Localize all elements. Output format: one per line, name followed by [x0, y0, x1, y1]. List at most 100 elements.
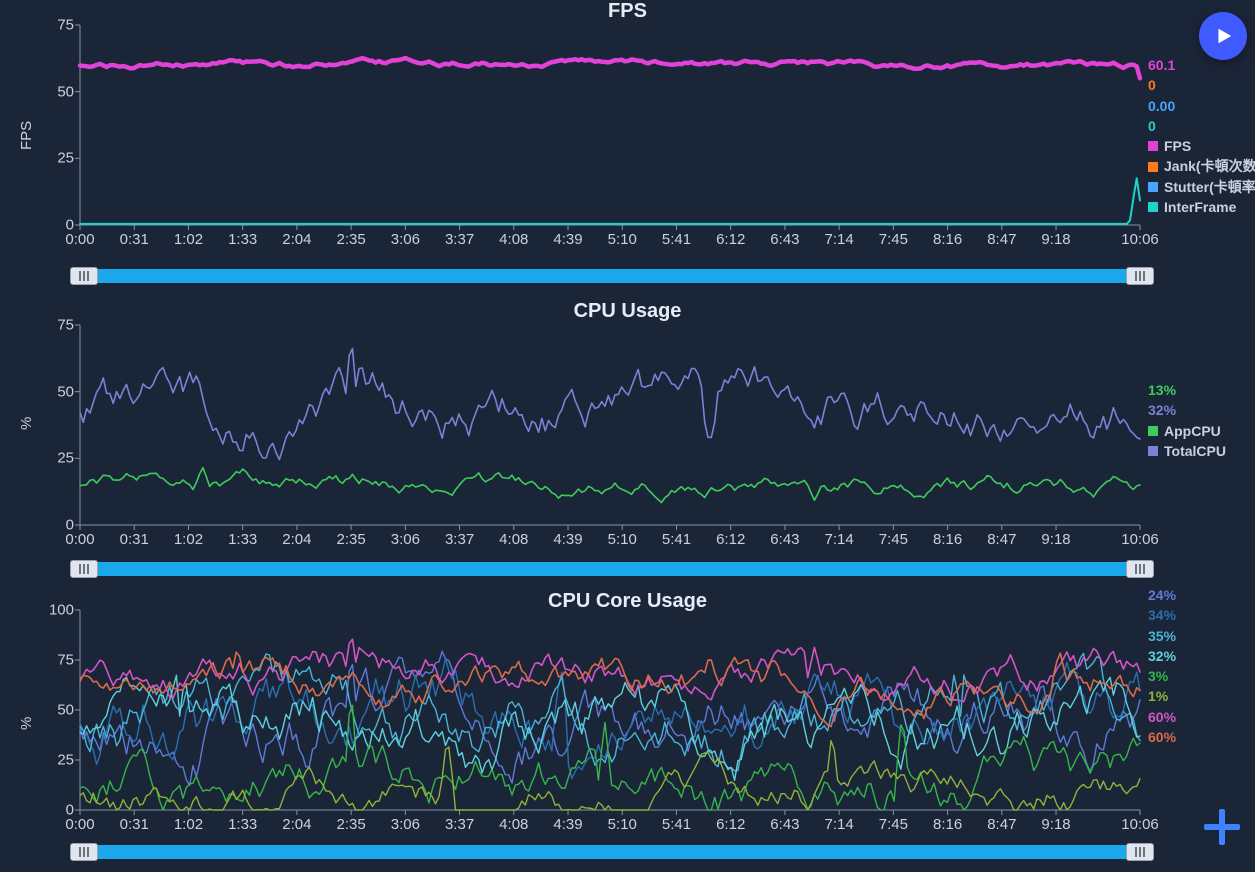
cores-plot-area: 24%34%35%32%3%1%60%60% 02550751000:000:3… — [80, 610, 1140, 810]
play-button[interactable] — [1199, 12, 1247, 60]
legend-value: 32% — [1148, 646, 1176, 666]
cpu-plot-area: 13%32%AppCPUTotalCPU 02550750:000:311:02… — [80, 325, 1140, 525]
x-tick-label: 7:14 — [825, 525, 854, 548]
x-tick-label: 3:06 — [391, 525, 420, 548]
legend-value: 32% — [1148, 400, 1226, 420]
x-tick-label: 9:18 — [1041, 525, 1070, 548]
slider-handle-left[interactable] — [70, 843, 98, 861]
cpu-range-slider[interactable] — [70, 560, 1154, 578]
x-tick-label: 7:45 — [879, 810, 908, 833]
x-tick-label: 5:10 — [608, 810, 637, 833]
legend-value: 60.1 — [1148, 55, 1255, 75]
x-tick-label: 0:31 — [120, 810, 149, 833]
x-tick-label: 0:00 — [65, 225, 94, 248]
slider-handle-left[interactable] — [70, 267, 98, 285]
add-button[interactable] — [1201, 806, 1243, 848]
legend-series: TotalCPU — [1148, 441, 1226, 461]
legend-value: 60% — [1148, 727, 1176, 747]
slider-handle-right[interactable] — [1126, 843, 1154, 861]
x-tick-label: 8:47 — [987, 225, 1016, 248]
x-tick-label: 0:00 — [65, 525, 94, 548]
x-tick-label: 1:02 — [174, 810, 203, 833]
x-tick-label: 6:12 — [716, 810, 745, 833]
cores-y-axis-label: % — [18, 717, 35, 730]
x-tick-label: 4:08 — [499, 525, 528, 548]
legend-value: 0 — [1148, 116, 1255, 136]
x-tick-label: 9:18 — [1041, 810, 1070, 833]
x-tick-label: 4:08 — [499, 225, 528, 248]
x-tick-label: 6:12 — [716, 225, 745, 248]
x-tick-label: 1:33 — [228, 525, 257, 548]
x-tick-label: 7:45 — [879, 525, 908, 548]
cpu-core-usage-chart: CPU Core Usage % 24%34%35%32%3%1%60%60% … — [0, 590, 1255, 865]
y-tick-label: 25 — [57, 450, 80, 467]
x-tick-label: 8:47 — [987, 810, 1016, 833]
y-tick-label: 50 — [57, 83, 80, 100]
x-tick-label: 4:39 — [553, 810, 582, 833]
x-tick-label: 3:37 — [445, 525, 474, 548]
x-tick-label: 6:43 — [770, 225, 799, 248]
legend-series: FPS — [1148, 136, 1255, 156]
x-tick-label: 0:00 — [65, 810, 94, 833]
cpu-legend: 13%32%AppCPUTotalCPU — [1140, 380, 1226, 461]
cpu-chart-title: CPU Usage — [0, 300, 1255, 323]
x-tick-label: 6:43 — [770, 810, 799, 833]
x-tick-label: 1:33 — [228, 225, 257, 248]
y-tick-label: 25 — [57, 752, 80, 769]
legend-series: AppCPU — [1148, 421, 1226, 441]
fps-legend: 60.100.000FPSJank(卡頓次数)Stutter(卡頓率)Inter… — [1140, 55, 1255, 217]
legend-value: 35% — [1148, 626, 1176, 646]
x-tick-label: 4:08 — [499, 810, 528, 833]
x-tick-label: 8:16 — [933, 810, 962, 833]
x-tick-label: 3:06 — [391, 810, 420, 833]
fps-chart-title: FPS — [0, 0, 1255, 23]
cpu-y-axis-label: % — [18, 417, 35, 430]
x-tick-label: 6:12 — [716, 525, 745, 548]
legend-value: 13% — [1148, 380, 1226, 400]
slider-handle-left[interactable] — [70, 560, 98, 578]
x-tick-label: 4:39 — [553, 525, 582, 548]
x-tick-label: 3:37 — [445, 225, 474, 248]
x-tick-label: 4:39 — [553, 225, 582, 248]
x-tick-label: 7:14 — [825, 225, 854, 248]
fps-chart: FPS FPS 60.100.000FPSJank(卡頓次数)Stutter(卡… — [0, 0, 1255, 289]
legend-value: 60% — [1148, 707, 1176, 727]
x-tick-label: 2:04 — [282, 225, 311, 248]
legend-value: 0 — [1148, 75, 1255, 95]
x-tick-label: 10:06 — [1121, 525, 1159, 548]
x-tick-label: 1:02 — [174, 525, 203, 548]
plus-icon — [1201, 806, 1243, 848]
x-tick-label: 5:10 — [608, 525, 637, 548]
y-tick-label: 25 — [57, 150, 80, 167]
slider-handle-right[interactable] — [1126, 560, 1154, 578]
x-tick-label: 8:16 — [933, 225, 962, 248]
slider-handle-right[interactable] — [1126, 267, 1154, 285]
x-tick-label: 5:41 — [662, 810, 691, 833]
x-tick-label: 8:16 — [933, 525, 962, 548]
legend-value: 1% — [1148, 686, 1176, 706]
x-tick-label: 5:10 — [608, 225, 637, 248]
x-tick-label: 0:31 — [120, 225, 149, 248]
cores-legend: 24%34%35%32%3%1%60%60% — [1140, 585, 1176, 747]
x-tick-label: 2:04 — [282, 810, 311, 833]
legend-value: 3% — [1148, 666, 1176, 686]
x-tick-label: 7:14 — [825, 810, 854, 833]
y-tick-label: 75 — [57, 652, 80, 669]
x-tick-label: 9:18 — [1041, 225, 1070, 248]
x-tick-label: 3:06 — [391, 225, 420, 248]
y-tick-label: 50 — [57, 702, 80, 719]
x-tick-label: 8:47 — [987, 525, 1016, 548]
fps-y-axis-label: FPS — [18, 121, 35, 150]
legend-series: Stutter(卡頓率) — [1148, 177, 1255, 197]
fps-range-slider[interactable] — [70, 267, 1154, 285]
y-tick-label: 75 — [57, 317, 80, 334]
legend-value: 24% — [1148, 585, 1176, 605]
x-tick-label: 10:06 — [1121, 810, 1159, 833]
legend-series: InterFrame — [1148, 197, 1255, 217]
cores-range-slider[interactable] — [70, 843, 1154, 861]
play-icon — [1212, 25, 1234, 47]
legend-value: 0.00 — [1148, 96, 1255, 116]
x-tick-label: 2:35 — [337, 225, 366, 248]
x-tick-label: 1:33 — [228, 810, 257, 833]
x-tick-label: 2:35 — [337, 525, 366, 548]
